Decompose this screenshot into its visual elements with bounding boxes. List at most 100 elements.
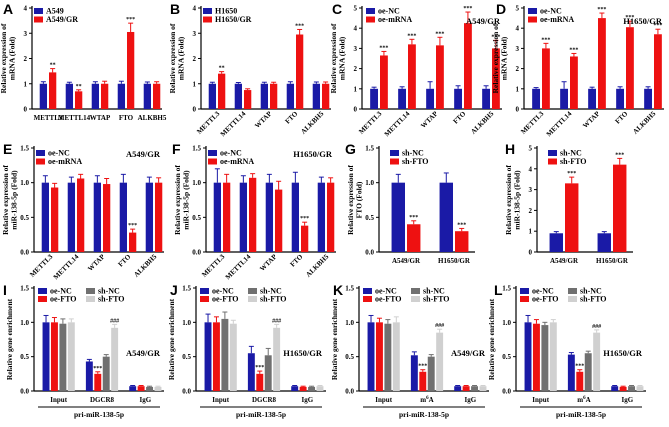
bar-oe-NC-ALKBH5	[482, 88, 490, 109]
y-tick-label: 2	[516, 65, 520, 73]
legend-label: sh-NC	[402, 149, 424, 158]
x-tick-label: METTL3	[34, 114, 63, 122]
bar-H1650/GR-METTL14	[244, 90, 252, 109]
bar-A549-WTAP	[91, 83, 99, 109]
y-tick-label: 4	[516, 25, 520, 33]
bar-oe-NC-DGCR8	[85, 361, 93, 391]
bar-sh-NC-IgG	[146, 386, 154, 391]
bar-oe-NC-ALKBH5	[145, 182, 153, 252]
bar-oe-mRNA-METTL3	[223, 182, 231, 252]
y-tick-label: 0.5	[20, 214, 29, 222]
y-axis-label: Relative gene enrichment	[167, 298, 176, 380]
bar-sh-NC-H1650/GR	[439, 182, 453, 252]
x-tick-label: FTO	[117, 252, 133, 268]
bar-sh-FTO-DGCR8	[111, 327, 119, 391]
bar-A549-METTL14	[65, 83, 73, 109]
cell-line-annotation: H1650/GR	[603, 348, 643, 358]
legend-swatch	[366, 16, 375, 23]
bar-oe-FTO-IgG	[137, 386, 145, 391]
y-axis-label: Relative expression ofFTO (Fold)	[346, 165, 364, 235]
bar-A549-FTO	[117, 83, 125, 109]
bar-oe-mRNA-METTL3	[542, 48, 550, 109]
legend-swatch	[200, 288, 209, 294]
x-tick-label: Input	[212, 396, 229, 404]
x-tick-label: METTL14	[224, 252, 253, 281]
legend-label: sh-NC	[423, 287, 445, 296]
y-tick-label: 3	[193, 30, 197, 38]
y-tick-label: 1.5	[365, 145, 374, 153]
bar-oe-FTO-m6A	[419, 371, 427, 391]
x-tick-label: WTAP	[90, 114, 111, 122]
x-tick-label: IgG	[621, 396, 633, 404]
legend-swatch	[248, 288, 257, 294]
bar-sh-FTO-IgG	[636, 386, 644, 391]
x-tick-label: FTO	[289, 252, 305, 268]
bar-oe-mRNA-WTAP	[598, 18, 606, 110]
cell-line-annotation: A549/GR	[451, 348, 486, 358]
y-tick-label: 0.0	[502, 388, 511, 396]
significance-mark: ***	[575, 364, 584, 370]
significance-mark: ***	[93, 366, 102, 372]
legend-swatch	[208, 158, 217, 165]
significance-mark: ***	[300, 216, 309, 222]
x-tick-label: A549/GR	[550, 257, 579, 265]
y-tick-label: 1	[193, 80, 197, 88]
bar-oe-FTO-Input	[50, 322, 58, 391]
legend-label: oe-NC	[48, 149, 70, 158]
bar-sh-NC-m6A	[427, 356, 435, 391]
x-tick-label: WTAP	[581, 109, 602, 130]
y-tick-label: 1.5	[345, 285, 354, 293]
cell-line-annotation: H1650/GR	[623, 16, 663, 26]
bar-oe-FTO-DGCR8	[256, 373, 264, 391]
significance-mark: ***	[126, 17, 135, 23]
y-tick-label: 1	[516, 85, 520, 93]
legend-label: oe-FTO	[375, 295, 402, 304]
panel-letter: G	[345, 141, 356, 157]
cell-line-annotation: A549/GR	[466, 16, 501, 26]
chart-panel-I: I 0.0 0.5 1.0 1.5 Relative gene enrichment Inp…	[3, 282, 164, 419]
x-tick-label: ALKBH5	[299, 109, 325, 135]
significance-mark: ***	[255, 365, 264, 371]
significance-mark: ***	[491, 34, 500, 40]
legend-swatch	[86, 288, 95, 294]
bar-sh-FTO-Input	[67, 322, 75, 391]
significance-mark: ***	[541, 37, 550, 43]
bar-oe-NC-METTL3	[532, 88, 540, 109]
y-tick-label: 5	[516, 5, 520, 13]
bar-oe-NC-METTL3	[213, 182, 221, 252]
significance-mark: ***	[407, 33, 416, 39]
x-tick-label: m6A	[420, 396, 433, 404]
bar-oe-NC-WTAP	[426, 88, 434, 109]
y-axis-label: Relative expression ofmRNA (Fold)	[329, 23, 347, 93]
legend-label: H1650	[215, 7, 237, 16]
bar-oe-NC-ALKBH5	[317, 182, 325, 252]
bar-oe-NC-WTAP	[93, 182, 101, 252]
legend-swatch	[36, 150, 45, 156]
panel-letter: E	[3, 141, 12, 157]
legend-label: sh-FTO	[560, 157, 587, 166]
legend-swatch	[390, 158, 399, 165]
legend-label: sh-NC	[98, 287, 120, 296]
bar-sh-FTO-m6A	[436, 332, 444, 391]
y-tick-label: 2	[529, 207, 533, 215]
bar-oe-mRNA-ALKBH5	[327, 182, 335, 252]
group-label: pri-miR-138-5p	[399, 410, 449, 419]
y-axis-label: Relative gene enrichment	[5, 298, 14, 380]
x-tick-label: METTL3	[195, 109, 221, 135]
y-tick-label: 0.0	[345, 388, 354, 396]
y-tick-label: 0.0	[20, 249, 29, 257]
bar-H1650-WTAP	[260, 83, 268, 109]
x-tick-label: ALKBH5	[138, 114, 167, 122]
y-tick-label: 0.5	[365, 214, 374, 222]
y-tick-label: 4	[354, 25, 358, 33]
bar-sh-FTO-A549/GR	[565, 183, 579, 252]
y-tick-label: 5	[529, 145, 533, 153]
y-tick-label: 2	[354, 65, 358, 73]
y-tick-label: 1	[24, 80, 28, 88]
bar-H1650/GR-FTO	[296, 34, 304, 110]
x-tick-label: ALKBH5	[631, 109, 657, 135]
